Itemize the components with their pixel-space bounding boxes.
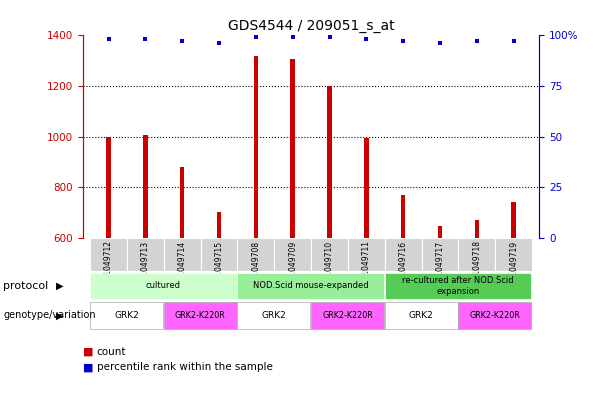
Bar	[237, 238, 274, 271]
Bar	[348, 238, 385, 271]
Bar	[164, 238, 200, 271]
Point	[362, 36, 371, 42]
Bar	[237, 273, 384, 299]
Bar	[385, 273, 531, 299]
Text: GSM1049710: GSM1049710	[325, 241, 334, 292]
Bar	[237, 302, 310, 329]
Text: GSM1049709: GSM1049709	[288, 241, 297, 292]
Bar	[143, 135, 148, 238]
Point	[509, 38, 519, 44]
Bar	[180, 167, 185, 238]
Bar	[438, 226, 442, 238]
Bar	[511, 202, 516, 238]
Bar	[364, 138, 368, 238]
Bar	[385, 302, 458, 329]
Text: GRK2: GRK2	[262, 311, 286, 320]
Point	[177, 38, 187, 44]
Bar	[90, 238, 127, 271]
Text: percentile rank within the sample: percentile rank within the sample	[97, 362, 273, 373]
Text: cultured: cultured	[146, 281, 181, 290]
Text: GSM1049715: GSM1049715	[215, 241, 224, 292]
Text: GSM1049716: GSM1049716	[398, 241, 408, 292]
Bar	[459, 238, 495, 271]
Bar	[291, 59, 295, 238]
Text: count: count	[97, 347, 126, 357]
Point	[287, 34, 297, 40]
Text: GSM1049719: GSM1049719	[509, 241, 518, 292]
Bar	[495, 238, 532, 271]
Bar	[385, 238, 422, 271]
Text: GSM1049717: GSM1049717	[435, 241, 444, 292]
Bar	[422, 238, 459, 271]
Text: ■: ■	[83, 347, 93, 357]
Point	[472, 38, 482, 44]
Text: protocol: protocol	[3, 281, 48, 291]
Title: GDS4544 / 209051_s_at: GDS4544 / 209051_s_at	[228, 19, 394, 33]
Bar	[90, 302, 163, 329]
Point	[214, 40, 224, 47]
Bar	[200, 238, 237, 271]
Bar	[327, 86, 332, 238]
Text: GRK2: GRK2	[409, 311, 433, 320]
Text: GRK2-K220R: GRK2-K220R	[322, 311, 373, 320]
Text: GSM1049711: GSM1049711	[362, 241, 371, 292]
Point	[251, 34, 261, 40]
Bar	[90, 273, 237, 299]
Bar	[311, 238, 348, 271]
Text: GSM1049712: GSM1049712	[104, 241, 113, 292]
Text: GRK2: GRK2	[114, 311, 139, 320]
Text: GRK2-K220R: GRK2-K220R	[175, 311, 226, 320]
Bar	[254, 55, 258, 238]
Bar	[127, 238, 164, 271]
Text: GSM1049714: GSM1049714	[178, 241, 187, 292]
Text: GSM1049713: GSM1049713	[141, 241, 150, 292]
Text: GSM1049708: GSM1049708	[251, 241, 261, 292]
Bar	[106, 136, 111, 238]
Text: genotype/variation: genotype/variation	[3, 310, 96, 320]
Bar	[401, 195, 405, 238]
Point	[435, 40, 445, 47]
Text: ▶: ▶	[56, 310, 63, 320]
Text: GSM1049718: GSM1049718	[473, 241, 481, 292]
Text: re-cultured after NOD.Scid
expansion: re-cultured after NOD.Scid expansion	[402, 276, 514, 296]
Text: GRK2-K220R: GRK2-K220R	[470, 311, 520, 320]
Bar	[474, 220, 479, 238]
Bar	[311, 302, 384, 329]
Text: NOD.Scid mouse-expanded: NOD.Scid mouse-expanded	[253, 281, 368, 290]
Bar	[459, 302, 531, 329]
Point	[398, 38, 408, 44]
Bar	[164, 302, 237, 329]
Point	[140, 36, 150, 42]
Bar	[217, 213, 221, 238]
Text: ■: ■	[83, 362, 93, 373]
Text: ▶: ▶	[56, 281, 63, 291]
Point	[104, 36, 113, 42]
Bar	[274, 238, 311, 271]
Point	[325, 34, 335, 40]
